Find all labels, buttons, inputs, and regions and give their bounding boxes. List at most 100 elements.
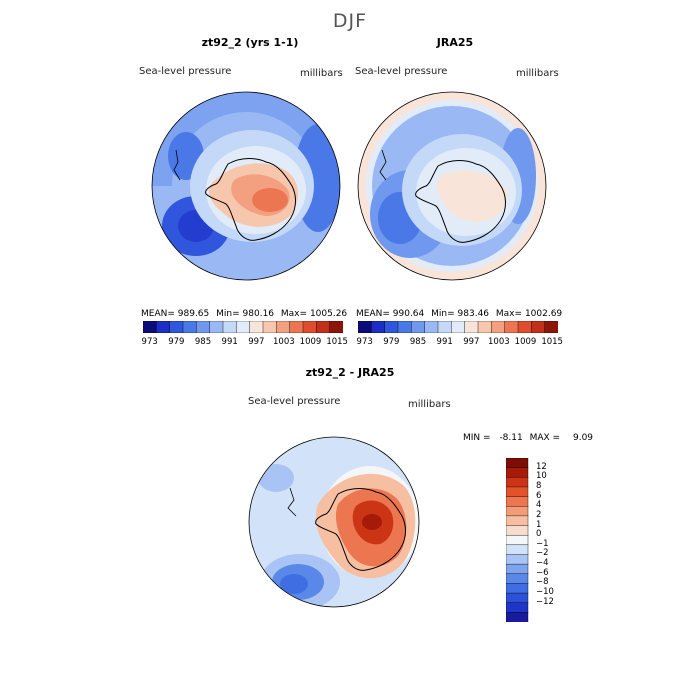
obs-max-value: 1002.69 <box>524 309 563 319</box>
obs-colorbar-swatch <box>544 321 558 333</box>
diff-colorbar-swatch <box>506 534 529 546</box>
diff-panel-title: zt92_2 - JRA25 <box>305 366 395 379</box>
diff-units-label: millibars <box>408 399 451 410</box>
diff-colorbar-swatch <box>506 612 529 622</box>
model-colorbar-tick-label: 973 <box>141 337 158 347</box>
diff-colorbar-swatch <box>506 515 529 527</box>
diff-colorbar-swatch <box>506 592 529 604</box>
model-colorbar-swatch <box>302 321 317 333</box>
obs-mean-label: MEAN= <box>356 309 390 319</box>
obs-colorbar-swatch <box>491 321 506 333</box>
obs-colorbar-swatch <box>504 321 519 333</box>
diff-colorbar-swatch <box>506 554 529 565</box>
model-colorbar-tick-label: 1003 <box>273 337 295 347</box>
model-colorbar-swatch <box>222 321 237 333</box>
obs-colorbar-swatch <box>424 321 439 333</box>
model-colorbar-swatch <box>316 321 331 333</box>
diff-colorbar-tick-label: −10 <box>536 587 554 598</box>
obs-colorbar-tick-label: 1003 <box>488 337 510 347</box>
model-units-label: millibars <box>300 68 343 79</box>
obs-colorbar-labels: 973 979 985 991 997 1003 1009 1015 <box>356 337 563 349</box>
obs-colorbar-swatch <box>411 321 426 333</box>
model-colorbar-swatch <box>196 321 211 333</box>
diff-colorbar-tick-label: 8 <box>536 480 542 491</box>
obs-polar-map <box>358 92 546 280</box>
diff-colorbar-swatch <box>506 573 529 584</box>
page-title: DJF <box>332 10 368 32</box>
model-colorbar-swatch <box>262 321 277 333</box>
diff-colorbar-swatch <box>506 544 529 555</box>
diff-colorbar-tick-label: 12 <box>536 461 547 472</box>
model-mean-value: 989.65 <box>177 309 210 319</box>
diff-min-label: MIN = <box>463 433 491 443</box>
obs-units-label: millibars <box>516 68 559 79</box>
diff-max-label: MAX = <box>529 433 561 443</box>
diff-max-value: 9.09 <box>572 433 594 443</box>
model-colorbar-swatch <box>276 321 291 333</box>
diff-colorbar-swatch <box>506 563 529 575</box>
obs-panel-title: JRA25 <box>436 36 474 49</box>
diff-colorbar-swatch <box>506 486 529 498</box>
obs-colorbar-swatch <box>464 321 479 333</box>
diff-variable-label: Sea-level pressure <box>248 396 341 407</box>
diff-colorbar-tick-label: −1 <box>536 538 549 549</box>
model-colorbar-swatch <box>182 321 197 333</box>
model-stats: MEAN= 989.65 Min= 980.16 Max= 1005.26 <box>141 309 347 319</box>
diff-colorbar-swatch <box>506 496 529 507</box>
diff-polar-map <box>249 437 419 607</box>
obs-colorbar-swatch <box>358 321 372 333</box>
model-colorbar-labels: 973 979 985 991 997 1003 1009 1015 <box>141 337 348 349</box>
obs-stats: MEAN= 990.64 Min= 983.46 Max= 1002.69 <box>356 309 562 319</box>
diff-colorbar-tick-label: −6 <box>536 567 549 578</box>
diff-colorbar-tick-label: 10 <box>536 471 547 482</box>
obs-colorbar-tick-label: 985 <box>409 337 427 347</box>
model-colorbar-tick-label: 997 <box>248 337 265 347</box>
diff-colorbar <box>506 458 529 622</box>
diff-colorbar-tick-label: −12 <box>536 596 554 607</box>
model-mean-label: MEAN= <box>141 309 175 319</box>
diff-stats: MIN = -8.11 MAX = 9.09 <box>463 433 593 443</box>
diff-colorbar-swatch <box>506 506 529 517</box>
diff-colorbar-tick-label: −8 <box>536 577 549 588</box>
obs-colorbar-tick-label: 991 <box>436 337 453 347</box>
model-colorbar-swatch <box>143 321 157 333</box>
model-colorbar-tick-label: 979 <box>168 337 185 347</box>
diff-colorbar-swatch <box>506 458 529 469</box>
diff-colorbar-tick-label: 6 <box>536 490 542 501</box>
obs-colorbar-swatch <box>384 321 399 333</box>
diff-colorbar-swatch <box>506 477 529 488</box>
model-colorbar-tick-label: 1015 <box>326 337 348 347</box>
diff-colorbar-swatch <box>506 583 529 594</box>
model-colorbar-swatch <box>169 321 184 333</box>
model-variable-label: Sea-level pressure <box>139 66 232 77</box>
diff-colorbar-tick-label: 2 <box>536 509 542 520</box>
model-colorbar-swatch <box>209 321 224 333</box>
model-colorbar-swatch <box>236 321 251 333</box>
model-colorbar-swatch <box>249 321 264 333</box>
obs-colorbar-swatch <box>451 321 466 333</box>
obs-colorbar-swatch <box>437 321 452 333</box>
model-min-value: 980.16 <box>242 309 275 319</box>
obs-colorbar-tick-label: 1009 <box>514 337 537 347</box>
obs-colorbar-swatch <box>371 321 386 333</box>
model-colorbar-swatch <box>329 321 343 333</box>
model-panel-title: zt92_2 (yrs 1-1) <box>201 36 299 49</box>
diff-colorbar-tick-label: 4 <box>536 500 542 511</box>
model-colorbar-tick-label: 1009 <box>299 337 322 347</box>
model-colorbar-tick-label: 991 <box>221 337 238 347</box>
obs-mean-value: 990.64 <box>392 309 425 319</box>
obs-variable-label: Sea-level pressure <box>355 66 448 77</box>
obs-colorbar-swatch <box>517 321 532 333</box>
model-min-label: Min= <box>216 309 240 319</box>
diff-colorbar-swatch <box>506 525 529 536</box>
diff-colorbar-tick-label: −2 <box>536 548 549 559</box>
model-max-value: 1005.26 <box>309 309 348 319</box>
obs-colorbar-swatch <box>477 321 492 333</box>
obs-colorbar-tick-label: 973 <box>356 337 373 347</box>
diff-colorbar-labels: 12 10 8 6 4 2 1 0 −1 −2 −4 −6 −8 −10 −12 <box>536 458 576 622</box>
diff-colorbar-swatch <box>506 467 529 478</box>
obs-colorbar <box>358 321 558 333</box>
model-colorbar-swatch <box>289 321 304 333</box>
model-colorbar-swatch <box>156 321 171 333</box>
